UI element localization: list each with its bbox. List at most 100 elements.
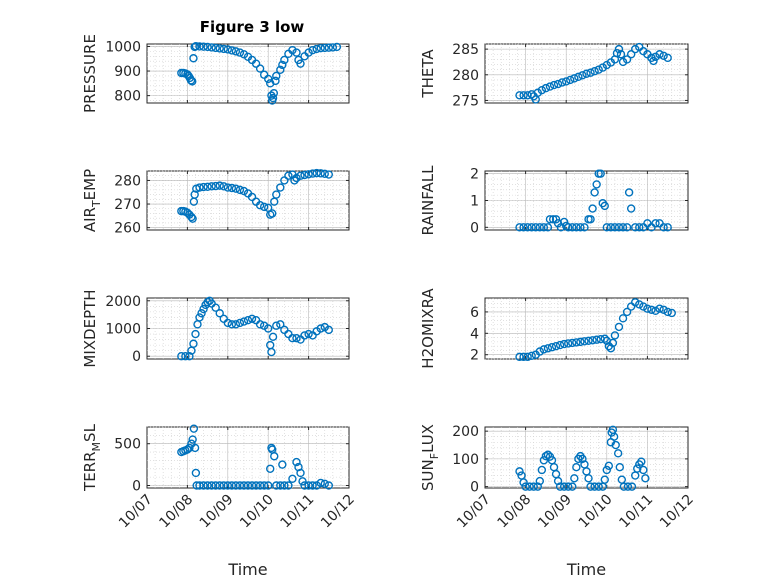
data-point (276, 320, 285, 329)
data-point (537, 85, 547, 95)
data-point (280, 55, 289, 65)
x-tick-label: 10/09 (535, 492, 575, 532)
data-point (612, 49, 622, 58)
y-tick-label: 0 (132, 478, 141, 494)
data-point (235, 48, 245, 57)
data-point (527, 351, 536, 360)
data-point (195, 42, 204, 51)
data-point (533, 482, 542, 491)
data-point (614, 322, 624, 332)
data-point (523, 223, 532, 232)
data-point (215, 181, 224, 190)
data-point (199, 481, 208, 490)
data-point (207, 43, 216, 52)
data-point (519, 352, 528, 362)
data-point (576, 223, 585, 232)
data-point (189, 54, 198, 63)
data-point (545, 82, 555, 91)
data-point (539, 456, 549, 465)
data-point (207, 182, 216, 191)
data-point (525, 482, 534, 491)
data-point (663, 223, 672, 232)
data-point (594, 65, 603, 74)
data-point (523, 352, 532, 362)
data-point (219, 182, 228, 191)
data-point (627, 482, 637, 491)
data-point (276, 65, 285, 75)
data-point (547, 343, 557, 352)
data-point (515, 223, 524, 232)
data-point (328, 43, 338, 52)
data-point (288, 334, 297, 343)
data-point (270, 452, 279, 461)
data-point (590, 66, 599, 76)
y-tick-label: 2000 (105, 294, 141, 310)
data-point (523, 91, 532, 100)
data-point (623, 482, 633, 491)
data-point (580, 223, 589, 232)
data-point (515, 467, 524, 476)
data-point (582, 69, 591, 78)
data-point (324, 43, 333, 52)
x-tick-label: 10/07 (116, 492, 156, 532)
x-tick-label: 10/09 (197, 492, 237, 532)
axes-box (484, 297, 689, 360)
data-point (292, 457, 301, 467)
data-point (562, 77, 571, 86)
data-point (292, 48, 301, 57)
data-point (269, 88, 279, 98)
data-point (541, 83, 551, 93)
y-tick-label: 0 (132, 349, 141, 365)
data-point (191, 42, 201, 51)
data-point (298, 477, 307, 486)
data-point (549, 215, 558, 224)
data-point (272, 481, 281, 490)
figure-title: Figure 3 low (200, 18, 305, 36)
data-point (663, 53, 672, 63)
data-point (304, 170, 313, 179)
data-point (219, 44, 228, 54)
y-tick-label: 1000 (105, 322, 141, 338)
data-point (584, 474, 593, 483)
x-axis-label: Time (566, 560, 606, 579)
axes-box (484, 426, 689, 489)
data-point (659, 223, 668, 232)
data-point (584, 336, 593, 346)
data-point (332, 42, 342, 52)
data-point (604, 461, 614, 471)
subplot-terr_msl: 0 500 TERRMSL 10/07 10/08 10/09 10/10 10/11 10/1… (81, 423, 358, 579)
data-point (300, 331, 309, 340)
data-point (619, 482, 629, 491)
data-point (559, 482, 569, 491)
data-point (255, 201, 265, 210)
data-point (635, 300, 644, 309)
data-point (189, 424, 199, 433)
y-axis-label: THETA (419, 49, 437, 99)
y-axis-label: MIXDEPTH (81, 289, 99, 367)
data-point (243, 481, 253, 490)
data-point (631, 298, 640, 307)
x-tick-label: 10/11 (616, 492, 656, 532)
data-point (300, 481, 309, 490)
data-point (290, 176, 299, 185)
data-point (602, 465, 611, 475)
data-point (659, 305, 668, 314)
data-point (559, 339, 569, 349)
data-point (588, 336, 597, 345)
data-point (211, 481, 220, 490)
data-point (308, 169, 317, 178)
data-point (316, 169, 325, 178)
data-point (215, 44, 224, 53)
data-point (519, 91, 528, 100)
data-point (568, 338, 577, 348)
data-point (324, 170, 333, 179)
data-point (185, 352, 194, 361)
data-point (609, 432, 619, 441)
x-tick-label: 10/08 (156, 492, 196, 532)
data-point (271, 76, 280, 86)
data-point (251, 59, 261, 68)
data-point (555, 340, 565, 350)
data-point (188, 77, 197, 86)
y-tick-label: 280 (452, 68, 479, 84)
y-tick-label: 1000 (105, 39, 141, 55)
